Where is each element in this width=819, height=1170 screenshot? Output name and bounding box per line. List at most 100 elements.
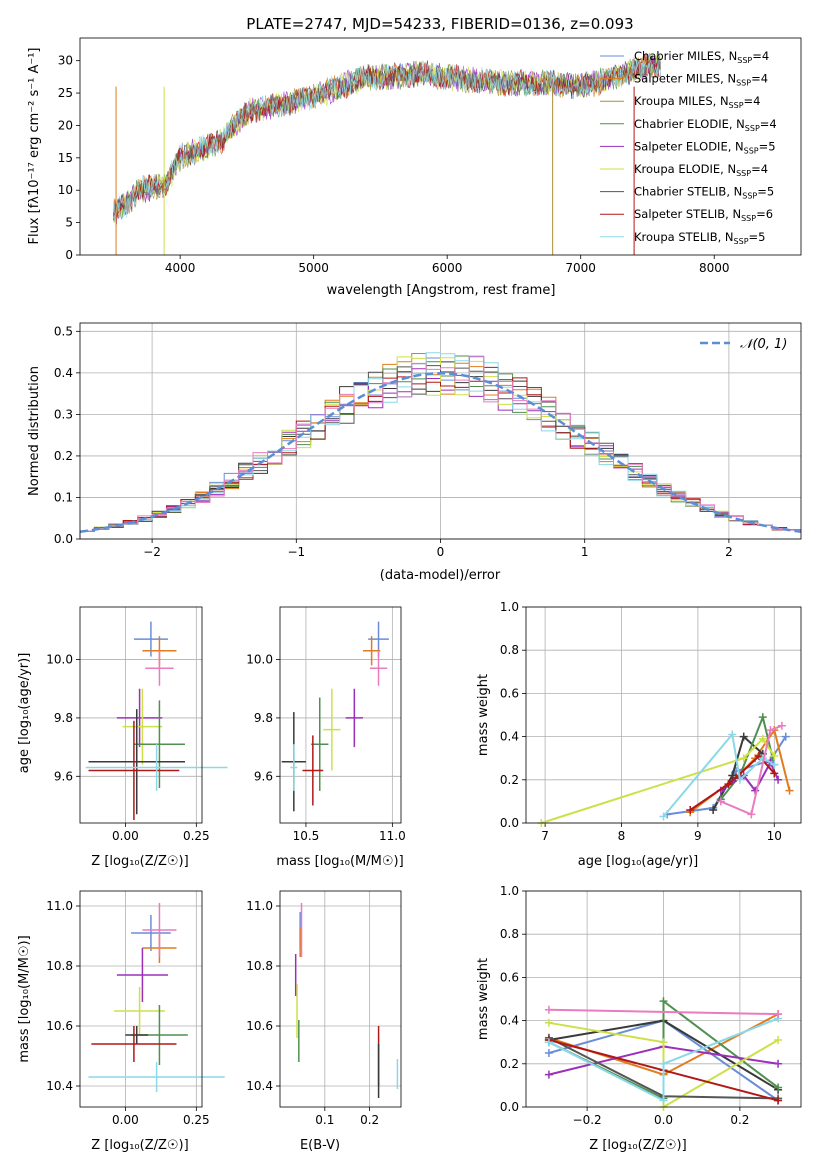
age-vs-Z-frame — [79, 606, 203, 824]
spectrum-xtick-label-0: 4000 — [165, 261, 196, 275]
residuals-hist-9 — [79, 355, 801, 539]
mass-weight-vs-age-marker-1-4 — [785, 786, 794, 795]
spectrum-xtick-label-2: 6000 — [432, 261, 463, 275]
age-vs-Z-plot: 0.00 0.25 9.6 9.8 10.0 — [46, 606, 228, 843]
mass-vs-EBV-xtick-label-1: 0.2 — [360, 1113, 379, 1127]
mass-vs-Z-ytick-label-0: 10.4 — [46, 1079, 73, 1093]
mass-weight-vs-Z-ytick-label-5: 1.0 — [500, 884, 519, 898]
mass-weight-vs-age-series-2 — [712, 734, 764, 811]
mass-vs-EBV-ytick-label-1: 10.6 — [246, 1019, 273, 1033]
age-vs-Z-ytick-label-2: 10.0 — [46, 653, 73, 667]
spectrum-legend-label-6: Chabrier STELIB, NSSP=5 — [634, 185, 774, 201]
mass-weight-vs-Z-ytick-label-0: 0.0 — [500, 1100, 519, 1114]
mass-weight-vs-age-xtick-label-1: 8 — [618, 829, 626, 843]
age-vs-Z-panel: 0.00 0.25 9.6 9.8 10.0 Z [log₁₀(Z/Z☉)] age [… — [17, 606, 228, 869]
spectrum-ylabel: Flux [fλ10⁻¹⁷ erg cm⁻² s⁻¹ A⁻¹] — [27, 48, 42, 245]
mass-weight-vs-Z-xtick-label-1: 0.0 — [654, 1113, 673, 1127]
mass-weight-vs-age-panel: 7 8 9 10 0.0 0.2 0.4 0.6 0.8 1.0 age [log₁₀(age/y… — [476, 600, 802, 869]
mass-weight-vs-age-ytick-label-5: 1.0 — [500, 600, 519, 614]
mass-weight-vs-Z-marker-4-2 — [774, 1059, 783, 1068]
mass-weight-vs-Z-marker-5-0 — [544, 1018, 553, 1027]
mass-vs-EBV-plot: 0.1 0.2 10.4 10.6 10.8 11.0 — [246, 890, 402, 1127]
spectrum-legend-label-7: Salpeter STELIB, NSSP=6 — [634, 207, 773, 223]
mass-weight-vs-age-ytick-label-3: 0.6 — [500, 686, 519, 700]
mass-weight-vs-Z-panel: −0.2 0.0 0.2 0.0 0.2 0.4 0.6 0.8 1.0 Z [log₁₀(Z/… — [476, 884, 802, 1153]
spectrum-series-8 — [113, 56, 661, 219]
residuals-legend-label: 𝒩(0, 1) — [740, 337, 787, 352]
mass-weight-vs-Z-ytick-label-4: 0.8 — [500, 927, 519, 941]
mass-weight-vs-age-marker-0-4 — [781, 732, 790, 741]
age-vs-mass-xtick-label-1: 11.0 — [379, 829, 406, 843]
mass-weight-vs-age-marker-6-4 — [770, 769, 779, 778]
residuals-ytick-label-3: 0.3 — [54, 407, 73, 421]
mass-weight-vs-age-series-7 — [662, 732, 775, 818]
mass-weight-vs-age-marker-4-4 — [774, 775, 783, 784]
mass-weight-vs-Z-ylabel: mass weight — [476, 958, 491, 1040]
mass-weight-vs-age-marker-6-1 — [724, 780, 733, 789]
residuals-xtick-label-0: −2 — [143, 545, 161, 559]
mass-vs-Z-xtick-label-1: 0.25 — [183, 1113, 210, 1127]
mass-weight-vs-Z-ytick-label-3: 0.6 — [500, 970, 519, 984]
age-vs-Z-ytick-label-1: 9.8 — [54, 711, 73, 725]
mass-weight-vs-age-xtick-label-3: 10 — [767, 829, 782, 843]
mass-weight-vs-age-series-8 — [720, 724, 783, 816]
mass-weight-vs-Z-marker-8-1 — [659, 1096, 668, 1105]
mass-weight-vs-Z-series-9 — [548, 1008, 779, 1016]
mass-weight-vs-age-ytick-label-1: 0.2 — [500, 773, 519, 787]
mass-weight-vs-Z-marker-7-2 — [774, 1096, 783, 1105]
mass-weight-vs-age-plot: 7 8 9 10 0.0 0.2 0.4 0.6 0.8 1.0 — [500, 600, 802, 843]
residuals-hist-7 — [79, 366, 801, 539]
mass-weight-vs-Z-marker-3-3 — [774, 1083, 783, 1092]
mass-vs-Z-ytick-label-1: 10.6 — [46, 1019, 73, 1033]
mass-weight-vs-age-ytick-label-4: 0.8 — [500, 643, 519, 657]
residuals-ylabel: Normed distribution — [27, 366, 42, 496]
spectrum-series-7 — [113, 54, 661, 217]
spectrum-legend: Chabrier MILES, NSSP=4 Salpeter MILES, NS… — [600, 49, 777, 246]
mass-vs-Z-ytick-label-3: 11.0 — [46, 899, 73, 913]
age-vs-mass-xtick-label-0: 10.5 — [293, 829, 320, 843]
spectrum-xlabel: wavelength [Angstrom, rest frame] — [327, 283, 556, 298]
age-vs-mass-xlabel: mass [log₁₀(M/M☉)] — [276, 854, 403, 869]
mass-weight-vs-Z-marker-0-0 — [544, 1049, 553, 1057]
mass-weight-vs-Z-xlabel: Z [log₁₀(Z/Z☉)] — [589, 1138, 686, 1153]
mass-weight-vs-age-marker-2-0 — [709, 806, 718, 815]
mass-weight-vs-age-marker-5-1 — [739, 754, 748, 763]
mass-weight-vs-age-xtick-label-2: 9 — [694, 829, 702, 843]
figure-title: PLATE=2747, MJD=54233, FIBERID=0136, z=0… — [246, 15, 633, 33]
mass-vs-EBV-ytick-label-0: 10.4 — [246, 1079, 273, 1093]
mass-weight-vs-Z-marker-8-0 — [544, 1038, 553, 1047]
spectrum-legend-label-0: Chabrier MILES, NSSP=4 — [634, 49, 769, 65]
spectrum-xtick-label-4: 8000 — [699, 261, 730, 275]
mass-vs-Z-xlabel: Z [log₁₀(Z/Z☉)] — [91, 1138, 188, 1153]
spectrum-ytick-label-1: 5 — [65, 216, 73, 230]
mass-vs-EBV-xtick-label-0: 0.1 — [315, 1113, 334, 1127]
spectrum-legend-label-2: Kroupa MILES, NSSP=4 — [634, 94, 760, 110]
age-vs-mass-ytick-label-2: 10.0 — [246, 653, 273, 667]
mass-weight-vs-Z-marker-5-1 — [659, 1038, 668, 1047]
age-vs-mass-ytick-label-0: 9.6 — [254, 769, 273, 783]
mass-weight-vs-age-frame — [525, 606, 802, 824]
residuals-gaussian-curve — [79, 372, 802, 533]
mass-vs-EBV-ytick-label-3: 11.0 — [246, 899, 273, 913]
residuals-ytick-label-4: 0.4 — [54, 366, 73, 380]
age-vs-Z-xtick-label-1: 0.25 — [183, 829, 210, 843]
mass-weight-vs-Z-xtick-label-2: 0.2 — [730, 1113, 749, 1127]
residuals-xtick-label-1: −1 — [287, 545, 305, 559]
spectrum-legend-label-4: Salpeter ELODIE, NSSP=5 — [634, 139, 776, 155]
mass-weight-vs-Z-series-8 — [548, 1017, 779, 1103]
mass-weight-vs-Z-xtick-label-0: −0.2 — [573, 1113, 602, 1127]
mass-vs-Z-xtick-label-0: 0.00 — [112, 1113, 139, 1127]
mass-vs-Z-plot: 0.00 0.25 10.4 10.6 10.8 11.0 — [46, 890, 225, 1127]
residuals-ytick-label-1: 0.1 — [54, 490, 73, 504]
mass-weight-vs-age-marker-7-0 — [659, 812, 668, 821]
age-vs-mass-ytick-label-1: 9.8 — [254, 711, 273, 725]
spectrum-ytick-label-3: 15 — [58, 151, 73, 165]
mass-weight-vs-Z-marker-5-3 — [774, 1036, 783, 1045]
mass-vs-Z-panel: 0.00 0.25 10.4 10.6 10.8 11.0 Z [log₁₀(Z/Z☉)]… — [17, 890, 225, 1153]
mass-weight-vs-Z-frame — [525, 890, 802, 1108]
mass-weight-vs-age-marker-2-2 — [739, 732, 748, 741]
spectrum-gridlayer: 4000 5000 6000 7000 8000 0 5 10 15 20 25 30 — [58, 37, 802, 275]
mass-weight-vs-age-marker-8-0 — [716, 797, 725, 806]
residuals-xtick-label-3: 1 — [581, 545, 589, 559]
